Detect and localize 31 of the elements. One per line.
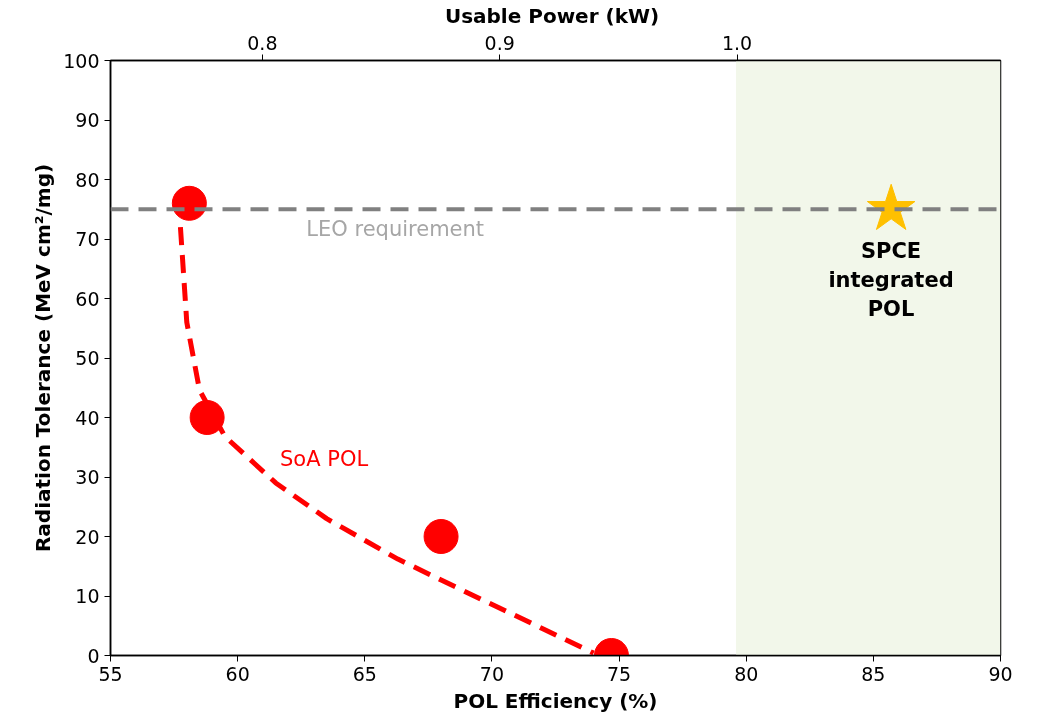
x2-tick-label: 0.8 — [247, 31, 278, 54]
y-tick-label: 90 — [75, 109, 100, 131]
annotation: SoA POL — [280, 447, 369, 472]
x-tick-label: 60 — [225, 662, 250, 685]
y-tick-label: 10 — [75, 585, 100, 607]
y-tick-label: 40 — [75, 406, 100, 429]
point — [423, 519, 459, 554]
ref-line-label: LEO requirement — [306, 217, 485, 242]
x-axis-title: POL Efficiency (%) — [453, 688, 658, 713]
y-tick-label: 80 — [75, 168, 100, 191]
annotation: SPCE integrated POL — [828, 239, 954, 321]
x-tick-label: 70 — [479, 662, 505, 685]
y-tick-label: 60 — [75, 287, 100, 310]
x-tick-label: 90 — [988, 662, 1013, 685]
x-tick-label: 75 — [606, 662, 632, 685]
x-tick-label: 85 — [861, 662, 886, 685]
point — [189, 400, 225, 435]
y-tick-label: 0 — [87, 644, 100, 667]
x-tick-label: 55 — [98, 662, 123, 685]
x-tick-label: 80 — [734, 662, 759, 685]
y-tick-label: 70 — [75, 228, 100, 250]
point — [171, 185, 207, 221]
x-tick-label: 65 — [352, 662, 377, 685]
x2-tick-label: 1.0 — [721, 31, 753, 54]
y-tick-label: 30 — [75, 466, 100, 488]
x2-tick-label: 0.9 — [484, 31, 515, 54]
y-tick-label: 50 — [75, 347, 100, 369]
y-tick-label: 100 — [63, 49, 100, 72]
y-tick-label: 20 — [75, 525, 100, 548]
y-axis-title: Radiation Tolerance (MeV cm²/mg) — [31, 163, 56, 553]
x2-axis-title: Usable Power (kW) — [444, 3, 660, 28]
